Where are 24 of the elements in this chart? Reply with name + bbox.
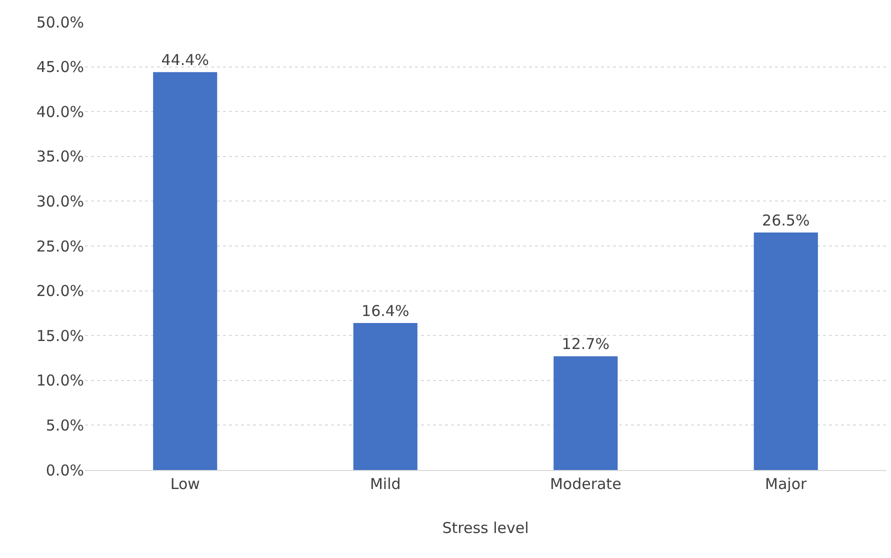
data-label: 44.4% bbox=[161, 51, 209, 70]
x-tick-label: Low bbox=[170, 475, 200, 493]
y-tick-label: 15.0% bbox=[36, 326, 84, 345]
y-tick-label: 45.0% bbox=[36, 58, 84, 76]
data-label: 16.4% bbox=[362, 302, 410, 320]
bar bbox=[754, 232, 818, 470]
data-label: 12.7% bbox=[562, 335, 610, 354]
y-tick-label: 10.0% bbox=[36, 372, 84, 390]
y-tick-label: 0.0% bbox=[46, 461, 84, 480]
y-tick-label: 30.0% bbox=[36, 192, 84, 210]
y-tick-label: 50.0% bbox=[36, 13, 84, 32]
y-tick-label: 5.0% bbox=[46, 416, 84, 434]
x-tick-label: Mild bbox=[370, 475, 401, 493]
x-tick-label: Major bbox=[765, 475, 808, 493]
bar bbox=[353, 323, 418, 470]
bar bbox=[554, 356, 618, 470]
x-axis-title: Stress level bbox=[442, 519, 529, 537]
y-tick-label: 35.0% bbox=[36, 148, 84, 166]
y-tick-label: 20.0% bbox=[36, 282, 84, 300]
x-tick-label: Moderate bbox=[550, 475, 622, 493]
y-tick-label: 25.0% bbox=[36, 237, 84, 256]
y-tick-label: 40.0% bbox=[36, 102, 84, 121]
bar bbox=[153, 72, 218, 470]
data-label: 26.5% bbox=[762, 212, 810, 230]
